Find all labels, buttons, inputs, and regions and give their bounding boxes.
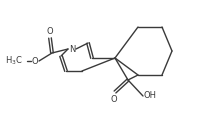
Text: H$_3$C: H$_3$C xyxy=(5,55,23,67)
Text: O: O xyxy=(47,27,53,36)
Text: O: O xyxy=(111,95,117,104)
Text: OH: OH xyxy=(144,92,157,101)
Text: N: N xyxy=(69,45,75,54)
Text: O: O xyxy=(32,57,39,65)
